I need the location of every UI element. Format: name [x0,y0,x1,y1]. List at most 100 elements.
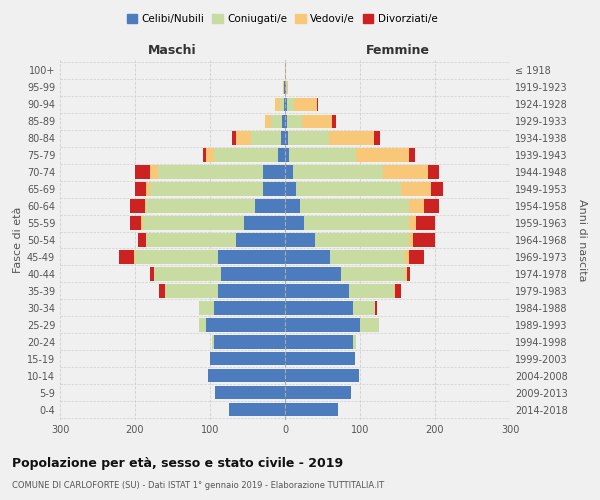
Bar [285,166,293,178]
Bar [341,268,405,280]
Bar [199,318,206,332]
Bar [356,148,409,162]
Bar [293,166,383,178]
Bar [353,302,375,314]
Bar [424,200,439,212]
Bar [235,132,251,144]
Bar [409,148,415,162]
Bar [285,352,355,366]
Bar [349,284,394,298]
Bar [285,80,286,94]
Bar [330,250,405,264]
Bar [236,234,285,246]
Bar [130,200,145,212]
Bar [157,166,263,178]
Bar [285,268,341,280]
Bar [135,166,150,178]
Bar [165,284,218,298]
Bar [285,132,288,144]
Bar [150,268,154,280]
Bar [329,132,374,144]
Bar [221,268,285,280]
Bar [409,216,416,230]
Bar [395,284,401,298]
Bar [405,250,409,264]
Text: COMUNE DI CARLOFORTE (SU) - Dati ISTAT 1° gennaio 2019 - Elaborazione TUTTITALIA: COMUNE DI CARLOFORTE (SU) - Dati ISTAT 1… [12,481,384,490]
Bar [130,216,141,230]
Bar [405,268,407,280]
Bar [275,98,280,111]
Bar [332,114,336,128]
Bar [214,302,285,314]
Text: Popolazione per età, sesso e stato civile - 2019: Popolazione per età, sesso e stato civil… [12,458,343,470]
Bar [150,182,263,196]
Bar [431,182,443,196]
Bar [407,268,410,280]
Bar [383,166,427,178]
Bar [288,132,329,144]
Bar [263,182,285,196]
Bar [409,250,424,264]
Bar [285,200,300,212]
Bar [229,403,285,416]
Bar [401,182,431,196]
Bar [265,114,271,128]
Bar [135,182,146,196]
Bar [212,336,214,348]
Text: Maschi: Maschi [148,44,197,58]
Bar [285,98,287,111]
Bar [146,234,236,246]
Bar [206,318,285,332]
Bar [287,114,302,128]
Bar [232,132,235,144]
Bar [286,80,287,94]
Bar [285,284,349,298]
Bar [285,234,315,246]
Bar [375,302,377,314]
Bar [199,302,214,314]
Text: Femmine: Femmine [365,44,430,58]
Bar [145,200,146,212]
Bar [294,98,317,111]
Bar [255,200,285,212]
Bar [284,98,285,111]
Y-axis label: Fasce di età: Fasce di età [13,207,23,273]
Bar [285,403,337,416]
Bar [146,182,150,196]
Bar [159,284,165,298]
Bar [285,336,353,348]
Y-axis label: Anni di nascita: Anni di nascita [577,198,587,281]
Bar [210,352,285,366]
Bar [206,148,214,162]
Bar [287,80,288,94]
Bar [409,234,413,246]
Bar [218,250,285,264]
Bar [277,148,285,162]
Bar [203,148,206,162]
Bar [284,80,285,94]
Bar [218,284,285,298]
Bar [285,369,359,382]
Bar [141,216,143,230]
Bar [285,250,330,264]
Bar [285,114,287,128]
Bar [416,216,435,230]
Bar [285,216,304,230]
Bar [280,98,284,111]
Bar [251,132,281,144]
Bar [244,216,285,230]
Bar [154,268,221,280]
Bar [409,200,424,212]
Bar [285,318,360,332]
Bar [143,216,244,230]
Bar [135,250,218,264]
Bar [285,64,286,77]
Bar [263,166,285,178]
Bar [214,148,277,162]
Bar [285,386,351,400]
Bar [360,318,379,332]
Bar [281,132,285,144]
Bar [119,250,134,264]
Bar [289,148,356,162]
Bar [427,166,439,178]
